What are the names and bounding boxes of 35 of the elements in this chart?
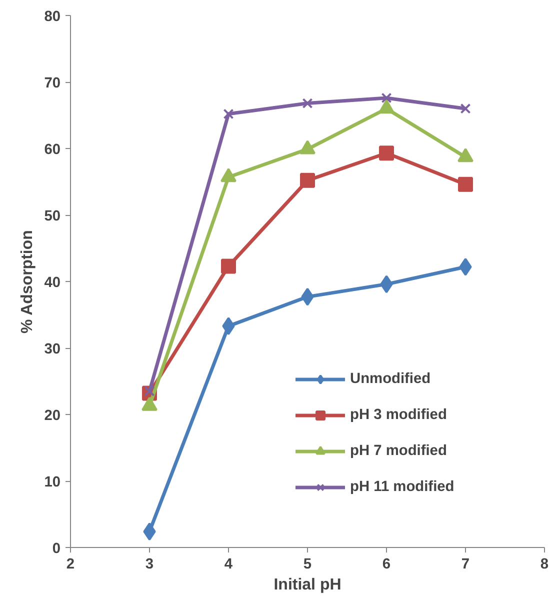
point	[460, 103, 471, 114]
x-tick-label: 3	[145, 556, 154, 572]
y-tick-label: 50	[44, 208, 61, 224]
y-tick-label: 30	[44, 342, 61, 358]
x-tick-label: 4	[224, 556, 234, 572]
point	[379, 146, 394, 161]
point	[300, 172, 315, 188]
y-tick-label: 70	[44, 76, 61, 92]
x-tick-label: 5	[303, 556, 312, 572]
y-tick-label: 60	[44, 142, 61, 158]
legend-label: pH 3 modified	[350, 407, 447, 423]
legend-label: Unmodified	[350, 371, 431, 387]
y-tick-label: 0	[52, 541, 61, 557]
point	[458, 176, 473, 192]
y-tick-label: 10	[44, 474, 61, 490]
x-axis-title: Initial pH	[274, 576, 342, 594]
point	[143, 522, 156, 541]
legend-label: pH 11 modified	[350, 479, 454, 495]
point	[222, 317, 235, 336]
legend-label: pH 7 modified	[350, 443, 447, 459]
x-tick-label: 6	[382, 556, 391, 572]
point	[223, 108, 234, 120]
point	[380, 275, 393, 294]
point	[459, 258, 472, 276]
x-tick-label: 8	[540, 556, 549, 572]
point	[381, 92, 392, 104]
x-tick-label: 2	[66, 556, 75, 572]
y-tick-label: 40	[44, 275, 61, 291]
y-tick-label: 20	[44, 408, 61, 424]
y-axis-title: % Adsorption	[19, 230, 36, 334]
point	[301, 288, 314, 306]
x-tick-label: 7	[461, 556, 470, 572]
point	[302, 98, 313, 109]
point	[221, 258, 236, 274]
y-tick-label: 80	[44, 9, 61, 25]
